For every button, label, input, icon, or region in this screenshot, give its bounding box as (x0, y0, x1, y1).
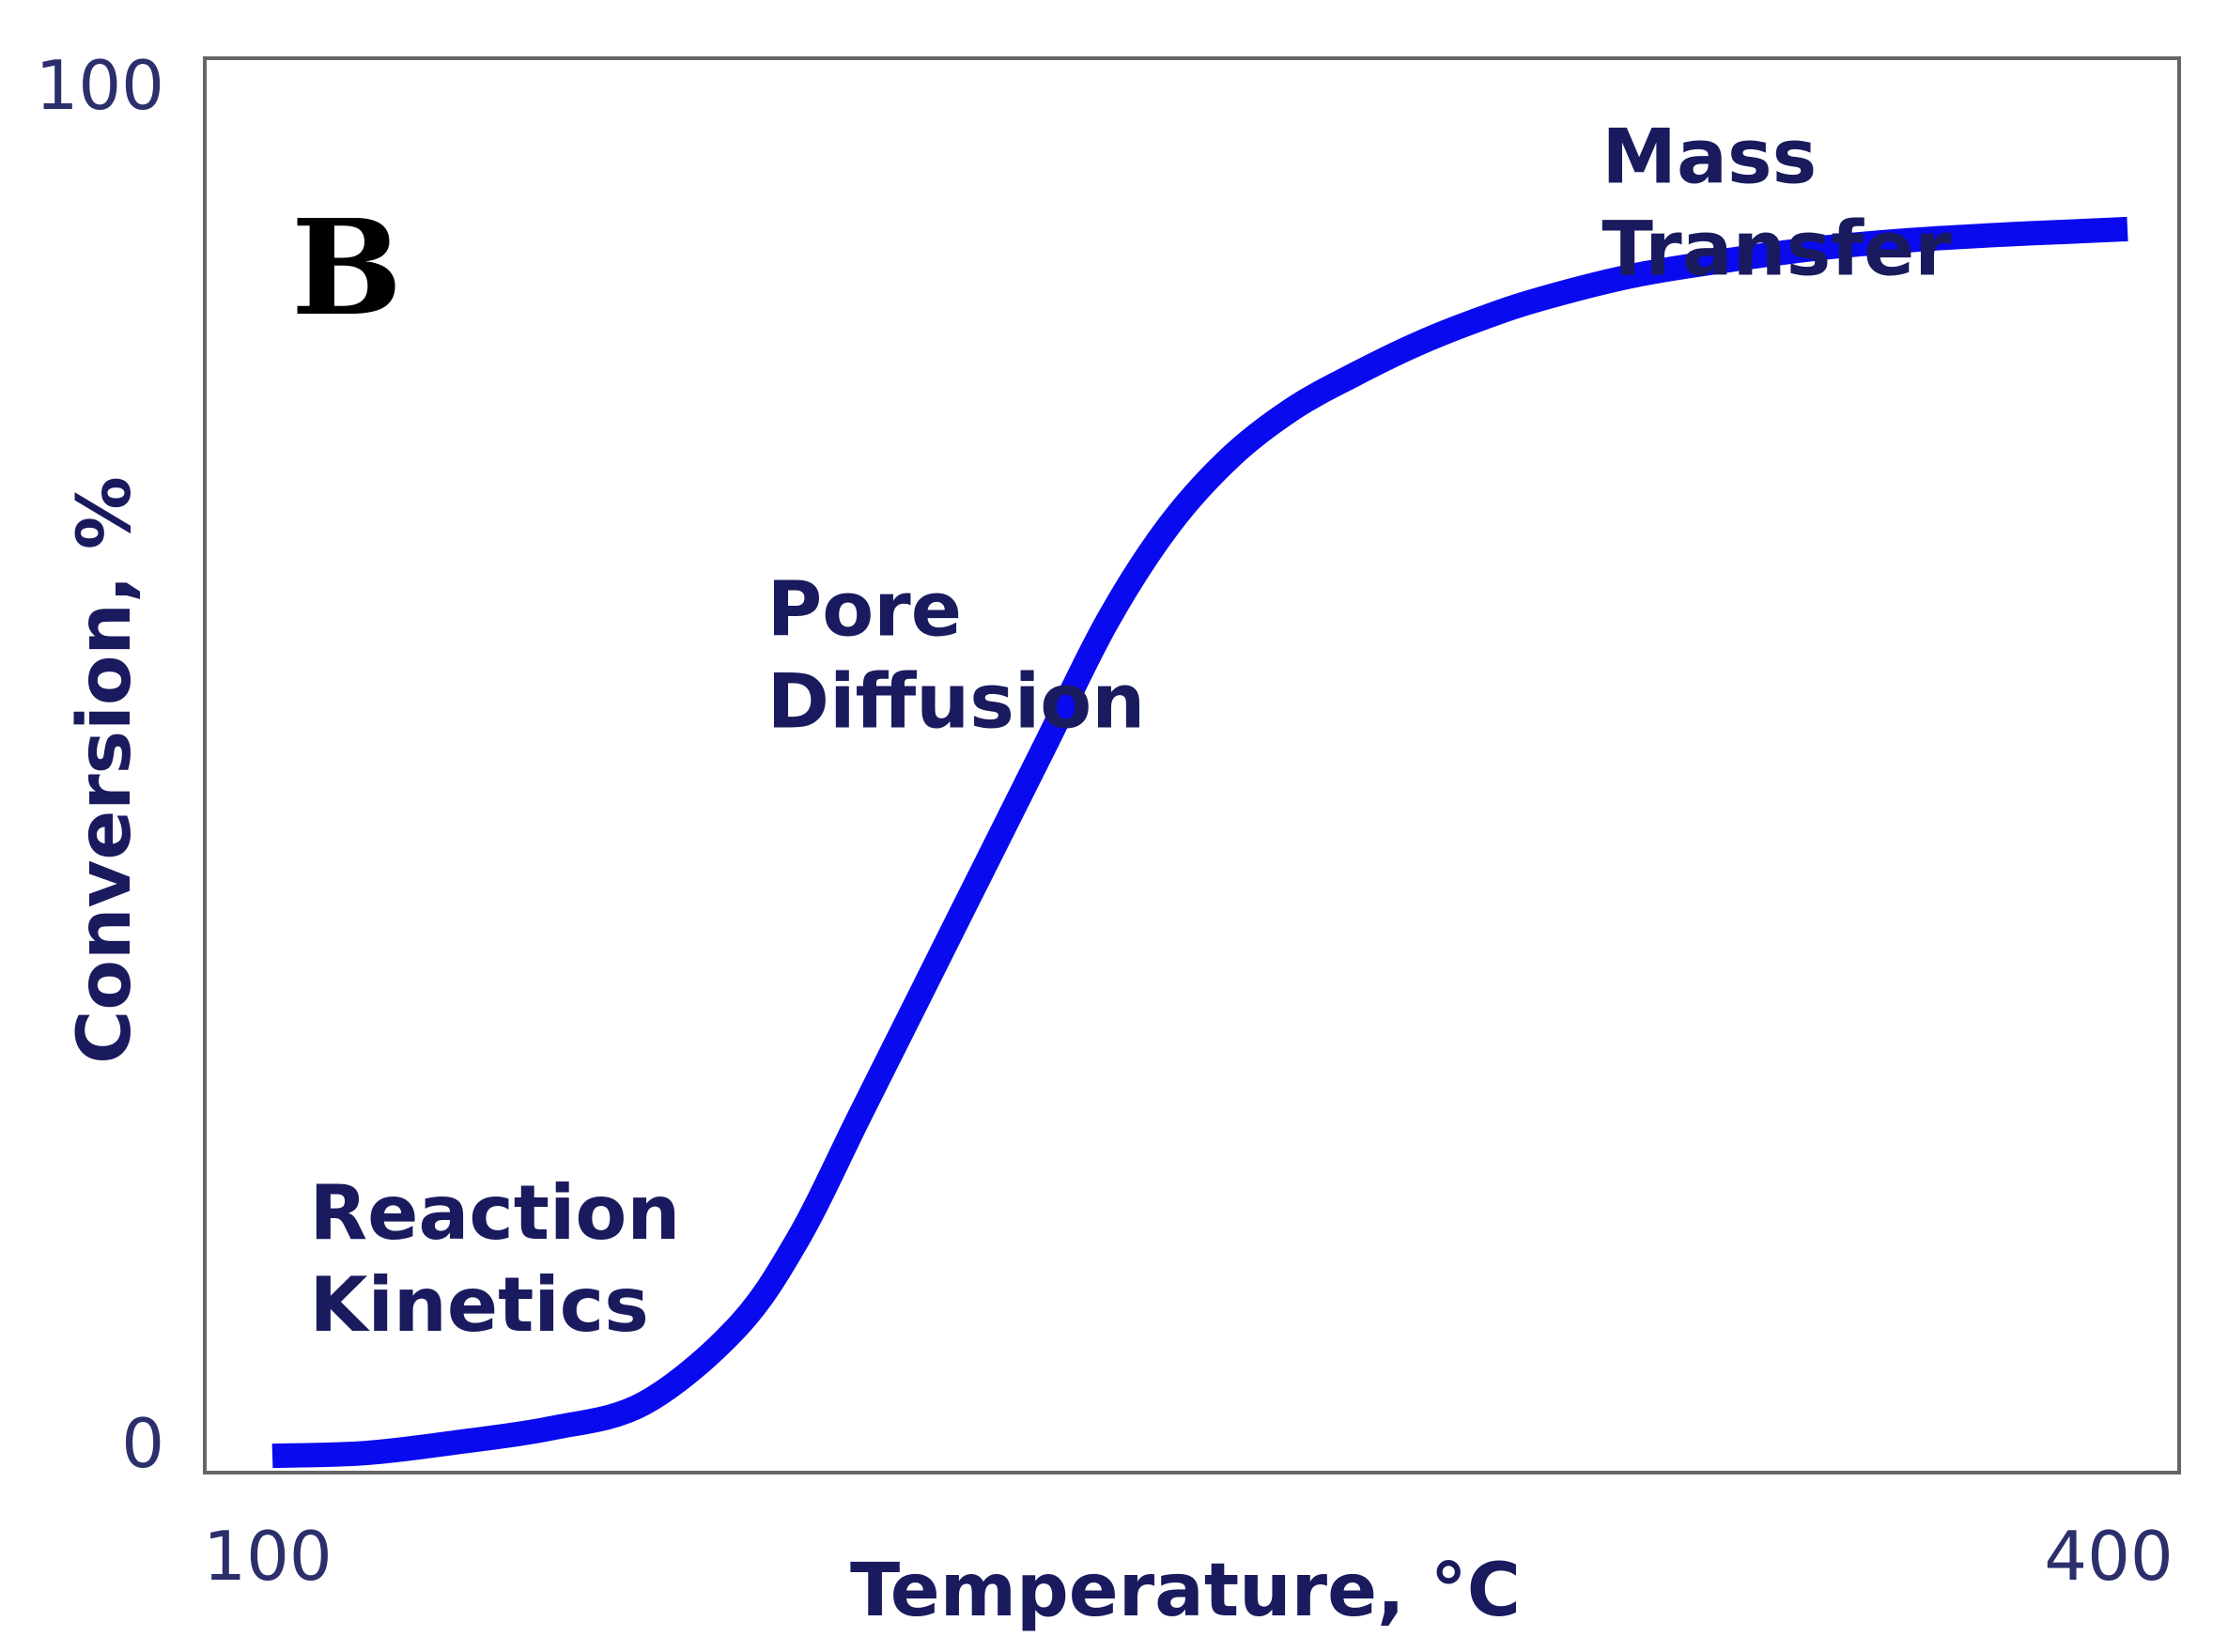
x-axis-title: Temperature, °C (850, 1549, 1521, 1633)
region-label-line: Diffusion (767, 657, 1146, 745)
y-tick-label-min: 0 (121, 1404, 164, 1483)
region-label-line: Pore (767, 565, 962, 653)
region-label: Pore Diffusion (767, 565, 1146, 745)
y-tick-label-max: 100 (36, 46, 164, 125)
x-tick-label-max: 400 (2044, 1517, 2173, 1596)
plot-frame (203, 56, 2181, 1474)
region-label-line: Kinetics (310, 1261, 649, 1349)
region-label-line: Transfer (1601, 205, 1952, 292)
region-label: Mass Transfer (1601, 113, 1952, 292)
region-label: Reaction Kinetics (310, 1169, 681, 1349)
conversion-curve (271, 216, 2128, 1469)
region-annotations: Reaction Kinetics Pore Diffusion Mass Transfe… (310, 113, 1953, 1349)
region-label-line: Mass (1601, 113, 1817, 200)
panel-label: B (291, 192, 402, 346)
y-axis-title: Conversion, % (63, 476, 147, 1064)
x-tick-label-min: 100 (203, 1517, 332, 1596)
region-label-line: Reaction (310, 1169, 681, 1257)
